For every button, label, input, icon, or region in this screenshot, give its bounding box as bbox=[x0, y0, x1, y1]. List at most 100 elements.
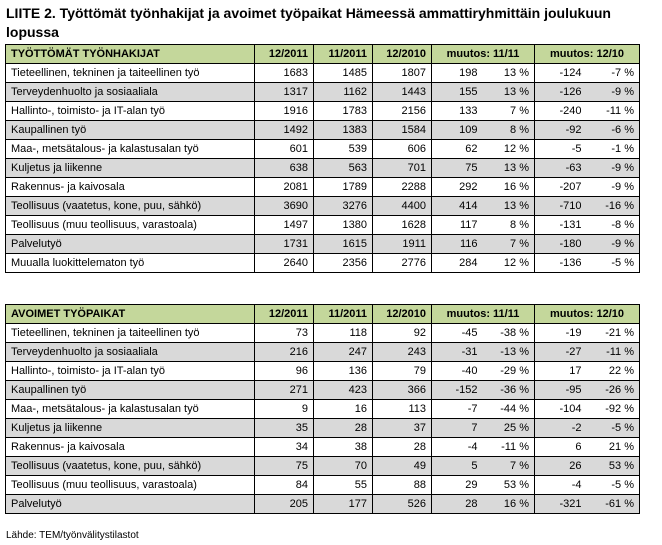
value-cell: 3276 bbox=[313, 196, 373, 216]
table-row: Rakennus- ja kaivosala 34 38 28 -4 -11 % 6 21 % bbox=[5, 437, 640, 457]
row-label: Kuljetus ja liikenne bbox=[5, 158, 255, 178]
value-cell: 1497 bbox=[254, 215, 314, 235]
change-percent: 7 % bbox=[510, 105, 529, 117]
change-percent: 13 % bbox=[503, 67, 529, 79]
change-cell: 116 7 % bbox=[431, 234, 535, 254]
change-percent: -9 % bbox=[611, 181, 634, 193]
change-percent: 13 % bbox=[503, 86, 529, 98]
change-cell: 28 16 % bbox=[431, 494, 535, 514]
table-row: Palvelutyö 205 177 526 28 16 % -321 -61 % bbox=[5, 494, 640, 514]
value-cell: 73 bbox=[254, 323, 314, 343]
value-cell: 49 bbox=[372, 456, 432, 476]
change-cell: 5 7 % bbox=[431, 456, 535, 476]
change-cell: -104 -92 % bbox=[534, 399, 640, 419]
value-cell: 563 bbox=[313, 158, 373, 178]
value-cell: 1584 bbox=[372, 120, 432, 140]
value-cell: 28 bbox=[313, 418, 373, 438]
table-heading: TYÖTTÖMÄT TYÖNHAKIJAT bbox=[5, 44, 255, 64]
change-cell: -2 -5 % bbox=[534, 418, 640, 438]
change-percent: 7 % bbox=[510, 460, 529, 472]
change-percent: -8 % bbox=[611, 219, 634, 231]
change-percent: -9 % bbox=[611, 162, 634, 174]
table-row: Kaupallinen työ 1492 1383 1584 109 8 % -92 -6 % bbox=[5, 120, 640, 140]
change-percent: -44 % bbox=[500, 403, 529, 415]
column-header: 12/2011 bbox=[254, 44, 314, 64]
change-percent: -21 % bbox=[605, 327, 634, 339]
change-percent: -5 % bbox=[611, 422, 634, 434]
value-cell: 216 bbox=[254, 342, 314, 362]
value-cell: 1807 bbox=[372, 63, 432, 83]
value-cell: 1731 bbox=[254, 234, 314, 254]
change-percent: -29 % bbox=[500, 365, 529, 377]
row-label: Teollisuus (vaatetus, kone, puu, sähkö) bbox=[5, 456, 255, 476]
change-value: -240 bbox=[559, 105, 582, 117]
change-cell: 7 25 % bbox=[431, 418, 535, 438]
source-note: Lähde: TEM/työnvälitystilastot bbox=[6, 530, 139, 541]
change-percent: 53 % bbox=[503, 479, 529, 491]
row-label: Rakennus- ja kaivosala bbox=[5, 177, 255, 197]
column-header: muutos: 11/11 bbox=[431, 304, 535, 324]
change-cell: 292 16 % bbox=[431, 177, 535, 197]
change-percent: 12 % bbox=[503, 257, 529, 269]
value-cell: 366 bbox=[372, 380, 432, 400]
change-value: 5 bbox=[471, 460, 478, 472]
change-value: -45 bbox=[461, 327, 478, 339]
table-row: Kaupallinen työ 271 423 366 -152 -36 % -95 -26 … bbox=[5, 380, 640, 400]
change-value: -19 bbox=[565, 327, 582, 339]
value-cell: 526 bbox=[372, 494, 432, 514]
change-cell: 109 8 % bbox=[431, 120, 535, 140]
value-cell: 118 bbox=[313, 323, 373, 343]
change-value: 6 bbox=[575, 441, 582, 453]
change-cell: 6 21 % bbox=[534, 437, 640, 457]
value-cell: 271 bbox=[254, 380, 314, 400]
value-cell: 177 bbox=[313, 494, 373, 514]
change-cell: 62 12 % bbox=[431, 139, 535, 159]
value-cell: 79 bbox=[372, 361, 432, 381]
change-cell: -240 -11 % bbox=[534, 101, 640, 121]
column-header: 11/2011 bbox=[313, 304, 373, 324]
table-row: Tieteellinen, tekninen ja taiteellinen t… bbox=[5, 323, 640, 343]
row-label: Hallinto-, toimisto- ja IT-alan työ bbox=[5, 101, 255, 121]
change-percent: -5 % bbox=[611, 479, 634, 491]
value-cell: 4400 bbox=[372, 196, 432, 216]
table-row: Kuljetus ja liikenne 35 28 37 7 25 % -2 -5 % bbox=[5, 418, 640, 438]
row-label: Kaupallinen työ bbox=[5, 120, 255, 140]
change-cell: -63 -9 % bbox=[534, 158, 640, 178]
change-cell: -207 -9 % bbox=[534, 177, 640, 197]
change-value: -710 bbox=[559, 200, 582, 212]
value-cell: 1162 bbox=[313, 82, 373, 102]
change-cell: -4 -11 % bbox=[431, 437, 535, 457]
change-percent: 16 % bbox=[503, 181, 529, 193]
change-value: 26 bbox=[569, 460, 582, 472]
value-cell: 34 bbox=[254, 437, 314, 457]
change-cell: 284 12 % bbox=[431, 253, 535, 273]
change-value: 133 bbox=[459, 105, 478, 117]
value-cell: 55 bbox=[313, 475, 373, 495]
value-cell: 1789 bbox=[313, 177, 373, 197]
value-cell: 1628 bbox=[372, 215, 432, 235]
value-cell: 601 bbox=[254, 139, 314, 159]
change-value: -4 bbox=[467, 441, 478, 453]
change-percent: -61 % bbox=[605, 498, 634, 510]
value-cell: 2640 bbox=[254, 253, 314, 273]
row-label: Teollisuus (muu teollisuus, varastoala) bbox=[5, 475, 255, 495]
column-header: muutos: 12/10 bbox=[534, 304, 640, 324]
table-row: Terveydenhuolto ja sosiaaliala 216 247 243-… bbox=[5, 342, 640, 362]
value-cell: 1485 bbox=[313, 63, 373, 83]
change-cell: -40 -29 % bbox=[431, 361, 535, 381]
table-row: Kuljetus ja liikenne 638 563 701 75 13 % -63 -9… bbox=[5, 158, 640, 178]
table-row: Teollisuus (muu teollisuus, varastoala) 8… bbox=[5, 475, 640, 495]
change-cell: 17 22 % bbox=[534, 361, 640, 381]
table-row: Terveydenhuolto ja sosiaaliala 1317 1162 14… bbox=[5, 82, 640, 102]
change-percent: 21 % bbox=[608, 441, 634, 453]
value-cell: 2356 bbox=[313, 253, 373, 273]
change-percent: -11 % bbox=[606, 105, 634, 117]
change-cell: -27 -11 % bbox=[534, 342, 640, 362]
value-cell: 2288 bbox=[372, 177, 432, 197]
change-cell: -321 -61 % bbox=[534, 494, 640, 514]
unemployed-jobseekers-table: TYÖTTÖMÄT TYÖNHAKIJAT 12/2011 11/2011 12… bbox=[5, 44, 640, 273]
table-header-row: TYÖTTÖMÄT TYÖNHAKIJAT 12/2011 11/2011 12… bbox=[5, 44, 640, 64]
change-value: 7 bbox=[471, 422, 478, 434]
value-cell: 2776 bbox=[372, 253, 432, 273]
value-cell: 88 bbox=[372, 475, 432, 495]
